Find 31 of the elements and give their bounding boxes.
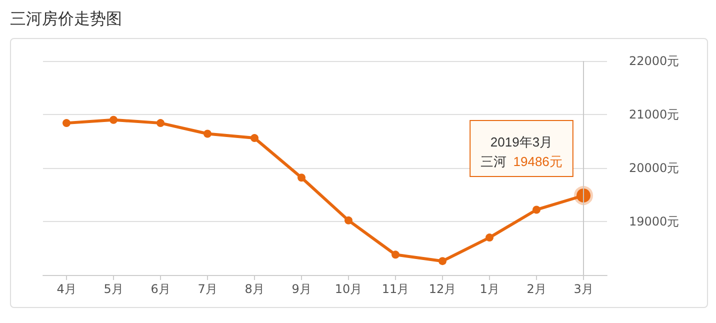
- y-tick-label: 22000元: [629, 54, 680, 68]
- x-tick-label: 1月: [480, 282, 500, 296]
- x-tick-label: 5月: [104, 282, 124, 296]
- x-tick-label: 6月: [150, 282, 170, 296]
- y-tick-label: 21000元: [629, 108, 680, 122]
- point: [298, 174, 306, 182]
- point: [156, 119, 164, 128]
- x-tick-label: 12月: [428, 282, 456, 296]
- point: [486, 234, 494, 242]
- chart-title: 三河房价走势图: [9, 8, 123, 30]
- data-label: 19486元: [513, 154, 562, 169]
- x-tick-label: 3月: [574, 282, 594, 296]
- annotation: 2019年3月: [490, 134, 553, 150]
- x-tick-label: 8月: [244, 282, 264, 296]
- point: [110, 116, 118, 124]
- point: [250, 134, 258, 142]
- x-tick-label: 7月: [198, 282, 218, 296]
- y-tick-label: 20000元: [629, 161, 680, 175]
- x-tick-label: 2月: [526, 282, 546, 296]
- point: [392, 250, 400, 259]
- text: 三河: [480, 154, 507, 169]
- x-tick-label: 10月: [334, 282, 362, 296]
- point: [438, 257, 446, 266]
- y-tick-label: 19000元: [629, 214, 680, 228]
- x-tick-label: 9月: [292, 282, 312, 296]
- point: [204, 130, 212, 138]
- point: [62, 119, 70, 128]
- x-tick-label: 4月: [56, 282, 76, 296]
- point: [532, 206, 540, 214]
- point: [344, 216, 352, 224]
- x-tick-label: 11月: [382, 282, 410, 296]
